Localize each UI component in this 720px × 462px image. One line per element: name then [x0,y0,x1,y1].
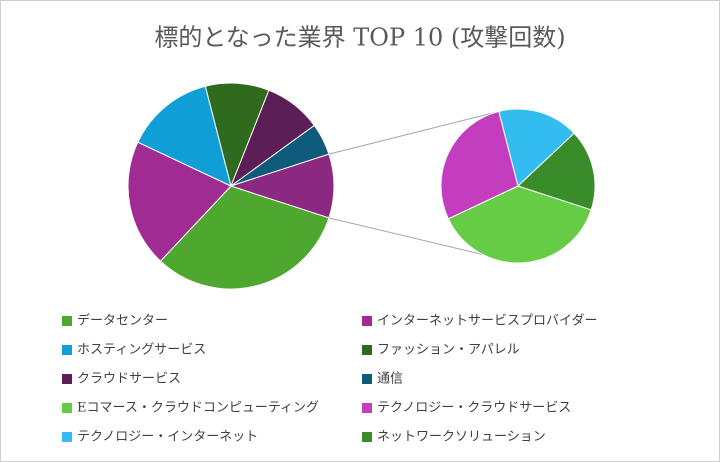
legend-label: ネットワークソリューション [377,430,546,445]
legend-swatch [362,345,372,355]
legend-label: ファッション・アパレル [377,343,520,358]
legend-swatch [62,432,72,442]
legend-swatch [362,432,372,442]
legend-swatch [362,374,372,384]
legend-label: Eコマース・クラウドコンピューティング [77,401,319,416]
pie-slice [159,185,330,290]
pie-slice [517,132,596,211]
legend-label: ホスティングサービス [77,343,206,358]
pie-slice [137,85,232,187]
legend-swatch [362,403,372,413]
pie-slice [127,141,232,262]
legend-swatch [62,316,72,326]
legend-swatch [362,316,372,326]
legend-label: データセンター [77,313,168,329]
legend-label: テクノロジー・インターネット [77,430,258,445]
pie-slice [498,108,575,187]
legend-label: クラウドサービス [77,372,181,387]
legend-swatch [62,345,72,355]
legend-label: インターネットサービスプロバイダー [377,314,597,329]
chart-title: 標的となった業界 TOP 10 (攻撃回数) [154,24,565,52]
legend-swatch [62,374,72,384]
legend-swatch [62,403,72,413]
pie-slice [447,185,592,264]
legend-label: 通信 [377,372,403,387]
connector-line [328,111,499,155]
pie-slice [440,110,519,220]
legend-label: テクノロジー・クラウドサービス [377,401,571,416]
